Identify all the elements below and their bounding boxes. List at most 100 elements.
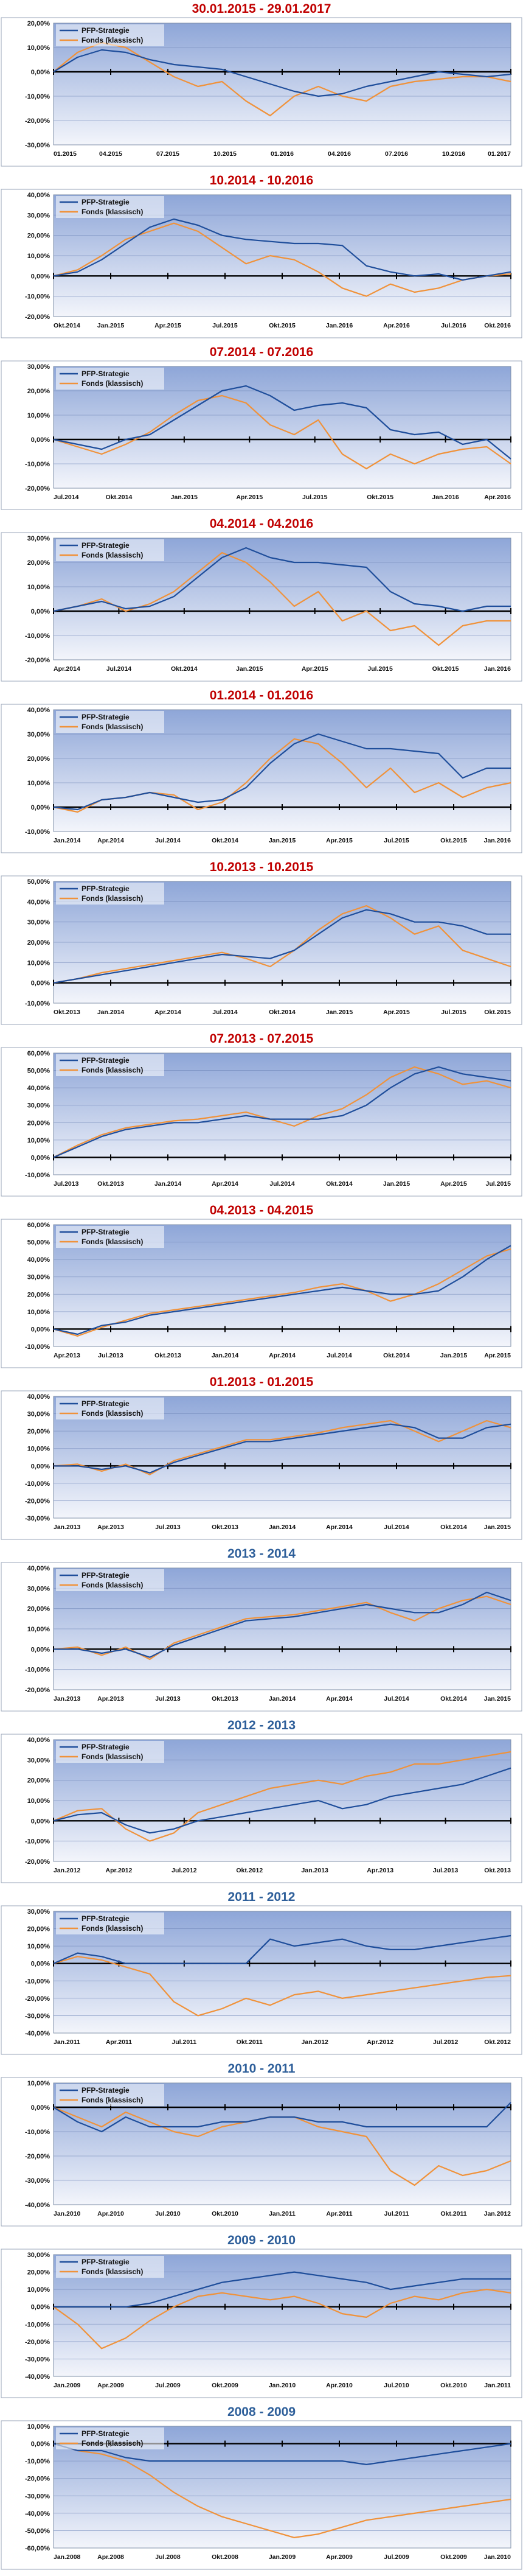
x-tick-label: Okt.2014 — [106, 494, 133, 501]
y-tick-label: -10,00% — [25, 461, 50, 468]
x-tick-label: Jan.2012 — [302, 2039, 329, 2046]
x-tick-label: Apr.2009 — [326, 2553, 353, 2561]
y-tick-label: -20,00% — [25, 2153, 50, 2160]
y-tick-label: 60,00% — [27, 1050, 50, 1057]
x-tick-label: 07.2015 — [156, 150, 179, 158]
chart-title: 30.01.2015 - 29.01.2017 — [192, 2, 331, 16]
x-tick-label: Jan.2009 — [269, 2553, 296, 2561]
series-line — [53, 1419, 511, 1475]
y-tick-label: -30,00% — [25, 1515, 50, 1522]
legend-label: PFP-Strategie — [81, 1228, 130, 1236]
x-tick-label: Okt.2009 — [212, 2382, 238, 2389]
chart-panel: 2010 - 2011 10,00% 0,00% -10,00% -20,00% -30,… — [0, 2060, 523, 2231]
chart-panel: 01.2014 - 01.2016 40,00% 30,00% 20,00% 10,00… — [0, 687, 523, 858]
x-tick-label: Apr.2009 — [97, 2382, 124, 2389]
y-tick-label: -20,00% — [25, 1497, 50, 1505]
x-tick-label: Jan.2015 — [383, 1180, 410, 1188]
x-tick-label: Okt.2015 — [432, 665, 459, 673]
x-tick-label: Jan.2014 — [154, 1180, 182, 1188]
series-line — [53, 1751, 511, 1842]
y-tick-label: -10,00% — [25, 2129, 50, 2136]
x-tick-label: Jan.2016 — [432, 494, 459, 501]
y-tick-label: -10,00% — [25, 1838, 50, 1846]
series-line — [53, 1248, 511, 1337]
y-tick-label: -10,00% — [25, 1480, 50, 1488]
y-tick-label: 30,00% — [27, 731, 50, 738]
x-tick-label: Apr.2013 — [367, 1867, 393, 1874]
series-line — [53, 394, 511, 470]
x-tick-label: 01.2016 — [271, 150, 294, 158]
legend-label: PFP-Strategie — [81, 713, 130, 721]
y-tick-label: 0,00% — [31, 1154, 50, 1161]
x-tick-label: 04.2016 — [328, 150, 351, 158]
x-tick-label: Jul.2015 — [302, 494, 328, 501]
x-tick-label: Jan.2012 — [54, 1867, 81, 1874]
series-line — [53, 2102, 511, 2133]
chart-svg: 40,00% 30,00% 20,00% 10,00% 0,00% -10,00% -20,… — [1, 1562, 522, 1712]
y-tick-label: 20,00% — [27, 1291, 50, 1298]
x-tick-label: Jan.2016 — [484, 837, 511, 844]
y-tick-label: -10,00% — [25, 293, 50, 301]
y-tick-label: 20,00% — [27, 233, 50, 240]
y-tick-label: 30,00% — [27, 1908, 50, 1916]
chart-panel: 07.2013 - 07.2015 60,00% 50,00% 40,00% 30,00… — [0, 1030, 523, 1202]
x-tick-label: Okt.2015 — [367, 494, 393, 501]
chart-svg: 30,00% 20,00% 10,00% 0,00% -10,00% -20,00% Jul… — [1, 360, 522, 510]
legend-box — [56, 1569, 164, 1591]
x-tick-label: 04.2015 — [99, 150, 122, 158]
x-tick-label: Jan.2012 — [484, 2210, 511, 2217]
x-tick-label: Jan.2008 — [54, 2553, 81, 2561]
x-tick-label: Jan.2011 — [269, 2210, 296, 2217]
x-tick-label: Apr.2015 — [326, 837, 353, 844]
y-tick-label: 0,00% — [31, 2304, 50, 2311]
legend-box — [56, 1741, 164, 1763]
series-line — [53, 41, 511, 117]
y-tick-label: 30,00% — [27, 1757, 50, 1764]
x-tick-label: Jan.2014 — [269, 1524, 296, 1531]
y-tick-label: -10,00% — [25, 632, 50, 640]
y-tick-label: 60,00% — [27, 1222, 50, 1229]
y-tick-label: 40,00% — [27, 898, 50, 906]
series-line — [53, 2288, 511, 2350]
y-tick-label: -30,00% — [25, 2356, 50, 2363]
x-tick-label: Okt.2014 — [440, 1695, 467, 1703]
y-tick-label: -20,00% — [25, 1858, 50, 1866]
legend-label: Fonds (klassisch) — [81, 208, 143, 216]
x-tick-label: Apr.2015 — [302, 665, 328, 673]
x-tick-label: Jul.2014 — [269, 1180, 295, 1188]
x-tick-label: Apr.2010 — [326, 2382, 353, 2389]
chart-svg: 40,00% 30,00% 20,00% 10,00% 0,00% -10,00% -20,… — [1, 189, 522, 338]
y-tick-label: 30,00% — [27, 363, 50, 371]
legend-box — [56, 2427, 164, 2449]
y-tick-label: 30,00% — [27, 535, 50, 542]
x-tick-label: Jan.2015 — [171, 494, 198, 501]
legend-label: PFP-Strategie — [81, 1056, 130, 1065]
legend-box — [56, 1226, 164, 1248]
x-tick-label: Jan.2015 — [440, 1352, 468, 1359]
y-tick-label: 20,00% — [27, 755, 50, 763]
legend-box — [56, 2256, 164, 2278]
chart-panel: 10.2014 - 10.2016 40,00% 30,00% 20,00% 10,00… — [0, 172, 523, 343]
x-tick-label: Apr.2016 — [484, 494, 511, 501]
x-tick-label: Okt.2012 — [236, 1867, 263, 1874]
y-tick-label: 10,00% — [27, 2423, 50, 2431]
x-tick-label: Jan.2016 — [484, 665, 511, 673]
series-line — [53, 222, 511, 297]
legend-label: PFP-Strategie — [81, 541, 130, 550]
x-tick-label: 01.2017 — [488, 150, 511, 158]
x-tick-label: Apr.2014 — [54, 665, 80, 673]
y-tick-label: -10,00% — [25, 1978, 50, 1985]
x-tick-label: Jul.2010 — [155, 2210, 181, 2217]
series-line — [53, 1956, 511, 2017]
y-tick-label: 10,00% — [27, 253, 50, 260]
x-tick-label: Jul.2011 — [384, 2210, 409, 2217]
x-tick-label: Okt.2016 — [484, 322, 511, 329]
legend-box — [56, 883, 164, 905]
y-tick-label: -20,00% — [25, 657, 50, 664]
